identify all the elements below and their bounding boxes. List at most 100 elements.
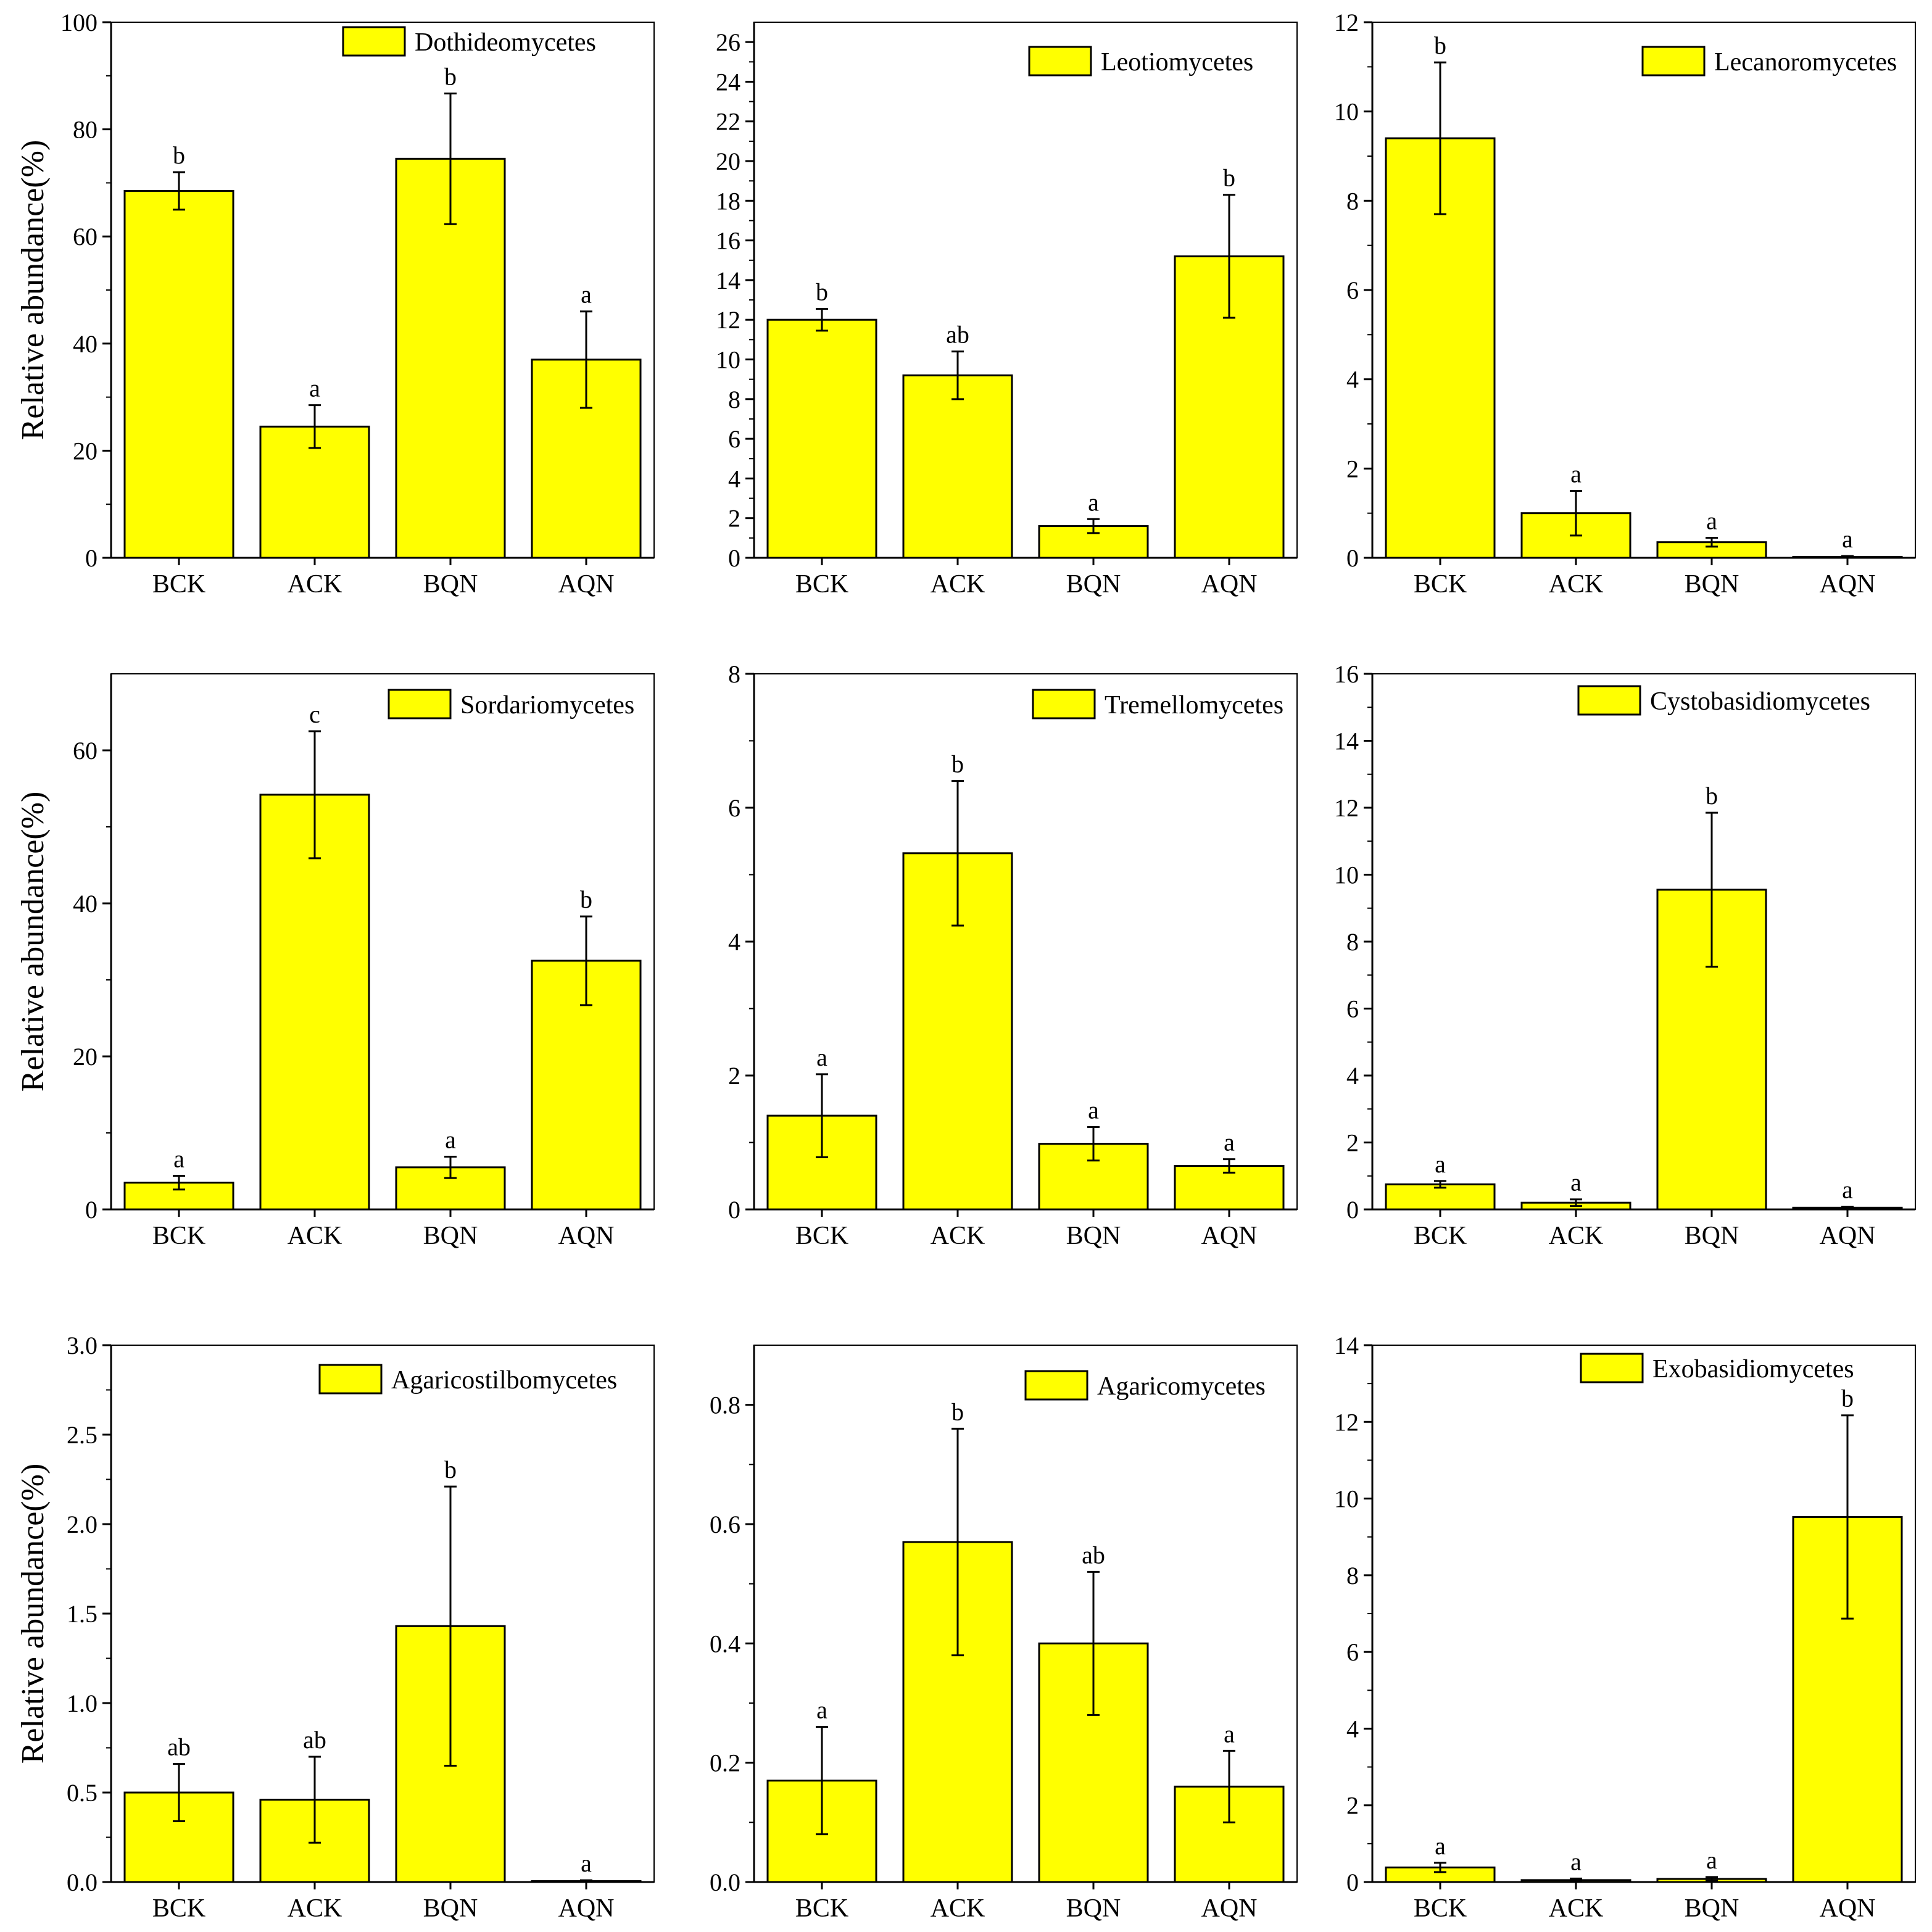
y-tick-label: 6: [1346, 1638, 1359, 1666]
y-tick-label: 10: [716, 346, 740, 374]
y-tick-label: 24: [716, 68, 740, 96]
y-tick-label: 8: [1346, 928, 1359, 956]
significance-letter: b: [1841, 1385, 1854, 1412]
legend-label: Sordariomycetes: [460, 691, 634, 719]
x-tick-label: BQN: [423, 1894, 478, 1923]
y-tick-label: 0.2: [710, 1749, 740, 1777]
chart-panel-3: 0 2 4 6 8 10 12 b BCK a ACK a BQN a AQN Lecanoromycetes: [1334, 9, 1916, 599]
significance-letter: ab: [167, 1733, 191, 1761]
x-tick-label: ACK: [288, 570, 342, 599]
x-tick-label: BCK: [1414, 1222, 1467, 1250]
legend-swatch: [1580, 1353, 1644, 1383]
significance-letter: b: [173, 141, 185, 169]
significance-letter: a: [1706, 1846, 1717, 1874]
significance-letter: a: [309, 375, 320, 402]
y-tick-label: 2: [728, 1062, 740, 1090]
significance-letter: b: [580, 885, 592, 913]
legend-swatch: [388, 689, 452, 719]
y-tick-label: 2: [1346, 1792, 1359, 1820]
significance-letter: a: [816, 1043, 827, 1071]
significance-letter: a: [816, 1696, 827, 1724]
x-tick-label: BQN: [1685, 1894, 1739, 1923]
x-tick-label: ACK: [288, 1222, 342, 1250]
chart-panel-6: 0 2 4 6 8 10 12 14 16 a BCK a ACK b BQN a AQN Cystobasidi…: [1334, 660, 1916, 1250]
y-tick-label: 4: [1346, 366, 1359, 394]
x-tick-label: BCK: [795, 1222, 848, 1250]
x-tick-label: AQN: [558, 1222, 615, 1250]
y-tick-label: 4: [1346, 1715, 1359, 1743]
chart-panel-4: 0 20 40 60 Relative abundance(%) a BCK c ACK a BQN…: [15, 673, 655, 1250]
significance-letter: a: [1435, 1150, 1446, 1178]
legend-swatch: [1032, 689, 1096, 719]
y-tick-label: 0: [1346, 544, 1359, 572]
significance-letter: b: [444, 62, 457, 90]
x-tick-label: BCK: [152, 1894, 205, 1923]
y-tick-label: 0.8: [710, 1391, 740, 1419]
significance-letter: a: [1570, 1169, 1582, 1196]
significance-letter: ab: [303, 1726, 326, 1754]
y-tick-label: 10: [1334, 1485, 1359, 1513]
y-tick-label: 3.0: [67, 1332, 97, 1359]
y-tick-label: 8: [1346, 187, 1359, 215]
y-tick-label: 20: [716, 147, 740, 175]
chart-panel-5: 0 2 4 6 8 a BCK b ACK a BQN a AQN Tremellomycetes: [728, 660, 1298, 1250]
legend-swatch: [1028, 46, 1092, 77]
x-tick-label: AQN: [558, 570, 615, 599]
x-tick-label: AQN: [1201, 1222, 1258, 1250]
x-tick-label: BCK: [1414, 1894, 1467, 1923]
x-tick-label: ACK: [288, 1894, 342, 1923]
y-tick-label: 2.5: [67, 1421, 97, 1449]
y-tick-label: 6: [1346, 276, 1359, 304]
y-tick-label: 2: [728, 505, 740, 533]
significance-letter: a: [445, 1126, 456, 1153]
y-tick-label: 12: [716, 306, 740, 334]
y-tick-label: 12: [1334, 794, 1359, 822]
y-tick-label: 16: [716, 227, 740, 255]
chart-panel-7: 0.0 0.5 1.0 1.5 2.0 2.5 3.0 Relative abundance(…: [15, 1332, 655, 1923]
y-tick-label: 18: [716, 187, 740, 215]
y-tick-label: 1.5: [67, 1600, 97, 1628]
y-tick-label: 2: [1346, 1129, 1359, 1157]
y-tick-label: 22: [716, 108, 740, 136]
legend-label: Lecanoromycetes: [1714, 48, 1897, 77]
x-tick-label: BCK: [152, 570, 205, 599]
x-tick-label: BQN: [1066, 1894, 1121, 1923]
y-tick-label: 6: [728, 425, 740, 453]
bar-bck: [123, 189, 234, 559]
y-tick-label: 12: [1334, 1408, 1359, 1436]
x-tick-label: BCK: [795, 570, 848, 599]
y-tick-label: 0: [728, 1196, 740, 1224]
significance-letter: b: [1434, 31, 1446, 59]
x-tick-label: ACK: [1549, 570, 1604, 599]
legend-label: Tremellomycetes: [1105, 691, 1283, 719]
bar-bck: [766, 318, 877, 559]
significance-letter: ab: [946, 321, 969, 349]
chart-panel-9: 0 2 4 6 8 10 12 14 a BCK a ACK a BQN b AQN Exobasidiomyc…: [1334, 1332, 1916, 1923]
legend-swatch: [1024, 1370, 1088, 1401]
x-tick-label: ACK: [931, 1894, 985, 1923]
y-tick-label: 8: [728, 386, 740, 413]
significance-letter: b: [1223, 164, 1235, 192]
y-tick-label: 12: [1334, 9, 1359, 36]
significance-letter: b: [816, 278, 828, 306]
x-tick-label: BQN: [1685, 570, 1739, 599]
y-tick-label: 0.0: [67, 1868, 97, 1896]
y-tick-label: 0: [1346, 1868, 1359, 1896]
significance-letter: a: [1224, 1720, 1235, 1748]
y-tick-label: 4: [728, 465, 740, 492]
x-tick-label: BCK: [152, 1222, 205, 1250]
x-tick-label: AQN: [1820, 1222, 1876, 1250]
x-tick-label: BQN: [1066, 570, 1121, 599]
y-tick-label: 60: [73, 223, 97, 251]
significance-letter: a: [1842, 1176, 1853, 1204]
y-tick-label: 2.0: [67, 1511, 97, 1538]
significance-letter: a: [1435, 1832, 1446, 1860]
chart-panel-1: 0 20 40 60 80 100 Relative abundance(%) b BCK a AC…: [15, 9, 655, 599]
x-tick-label: ACK: [1549, 1222, 1604, 1250]
y-axis-label: Relative abundance(%): [15, 1464, 51, 1764]
significance-letter: a: [173, 1145, 184, 1172]
x-tick-label: ACK: [931, 570, 985, 599]
x-tick-label: ACK: [931, 1222, 985, 1250]
legend-swatch: [318, 1364, 383, 1395]
y-tick-label: 60: [73, 737, 97, 765]
